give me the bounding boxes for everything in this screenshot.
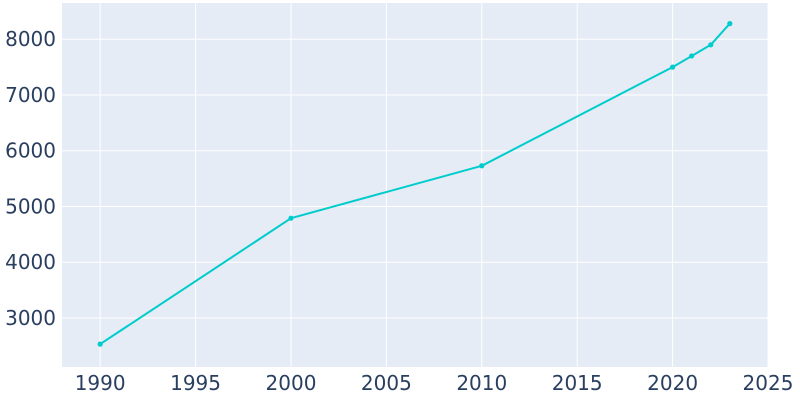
data-point-2010 xyxy=(479,163,485,169)
x-tick-label-2000: 2000 xyxy=(266,371,317,395)
data-point-2000 xyxy=(288,215,294,221)
x-tick-label-2010: 2010 xyxy=(456,371,507,395)
data-point-2022 xyxy=(708,42,714,48)
y-tick-label-4000: 4000 xyxy=(5,250,56,274)
x-tick-label-2025: 2025 xyxy=(743,371,794,395)
data-point-2023 xyxy=(727,21,733,27)
data-point-2020 xyxy=(669,64,676,70)
y-tick-label-5000: 5000 xyxy=(5,194,56,218)
x-tick-labels: 1990 1995 2000 2005 2010 2015 2020 2025 xyxy=(75,371,794,395)
y-tick-label-7000: 7000 xyxy=(5,83,56,107)
x-tick-label-2005: 2005 xyxy=(361,371,412,395)
series-layer xyxy=(97,21,733,347)
x-gridlines xyxy=(99,3,769,367)
y-tick-label-3000: 3000 xyxy=(5,306,56,330)
data-point-2021 xyxy=(689,53,695,59)
x-tick-label-2020: 2020 xyxy=(647,371,698,395)
data-point-1990 xyxy=(97,341,103,347)
y-gridlines xyxy=(62,38,768,319)
y-tick-labels: 3000 4000 5000 6000 7000 8000 xyxy=(5,27,56,330)
x-tick-label-2015: 2015 xyxy=(552,371,603,395)
x-tick-label-1995: 1995 xyxy=(170,371,221,395)
x-tick-label-1990: 1990 xyxy=(75,371,126,395)
y-tick-label-8000: 8000 xyxy=(5,27,56,51)
y-tick-label-6000: 6000 xyxy=(5,139,56,163)
